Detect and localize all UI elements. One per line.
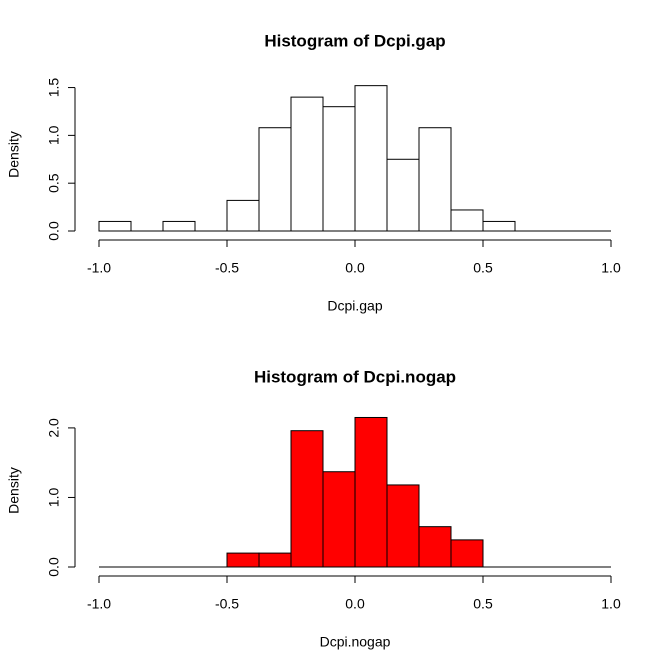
histogram-bar xyxy=(386,158,420,232)
histogram-bar xyxy=(418,127,452,232)
x-tick-label: 1.0 xyxy=(601,596,621,612)
y-tick-label: 0.0 xyxy=(46,557,62,577)
histogram-bar xyxy=(290,430,324,568)
x-tick-label: -1.0 xyxy=(87,596,111,612)
x-tick-label: 0.0 xyxy=(345,260,365,276)
y-tick-label: 1.0 xyxy=(46,125,62,145)
x-tick-label: -0.5 xyxy=(215,260,239,276)
histogram-bar xyxy=(418,526,452,568)
histogram-bar xyxy=(354,416,388,568)
histogram-bar xyxy=(258,127,292,232)
y-tick-label: 1.5 xyxy=(46,78,62,98)
x-tick-label: -1.0 xyxy=(87,260,111,276)
histogram-bar xyxy=(162,220,196,232)
x-tick-label: 0.5 xyxy=(473,260,493,276)
histogram-bar xyxy=(450,539,484,568)
histogram-bar xyxy=(98,220,132,232)
y-axis-label: Density xyxy=(6,131,22,178)
x-tick-label: 0.0 xyxy=(345,596,365,612)
y-tick-label: 0.0 xyxy=(46,221,62,241)
y-tick-label: 2.0 xyxy=(46,418,62,438)
chart-title: Histogram of Dcpi.nogap xyxy=(254,367,456,386)
x-axis-label: Dcpi.gap xyxy=(327,298,382,314)
y-tick-label: 0.5 xyxy=(46,173,62,193)
histogram-bar xyxy=(482,220,516,232)
x-tick-label: 1.0 xyxy=(601,260,621,276)
histogram-bar xyxy=(450,209,484,232)
histogram-bar xyxy=(258,552,292,568)
y-axis-label: Density xyxy=(6,467,22,514)
y-tick-label: 1.0 xyxy=(46,488,62,508)
histogram-bar xyxy=(322,471,356,568)
histogram-bar xyxy=(386,484,420,568)
x-tick-label: -0.5 xyxy=(215,596,239,612)
x-tick-label: 0.5 xyxy=(473,596,493,612)
x-axis-label: Dcpi.nogap xyxy=(320,634,391,650)
chart-title: Histogram of Dcpi.gap xyxy=(264,31,445,50)
histogram-bar xyxy=(226,552,260,568)
histogram-bar xyxy=(322,106,356,232)
histogram-bar xyxy=(354,85,388,232)
histogram-bar xyxy=(226,199,260,232)
histogram-bar xyxy=(290,96,324,232)
